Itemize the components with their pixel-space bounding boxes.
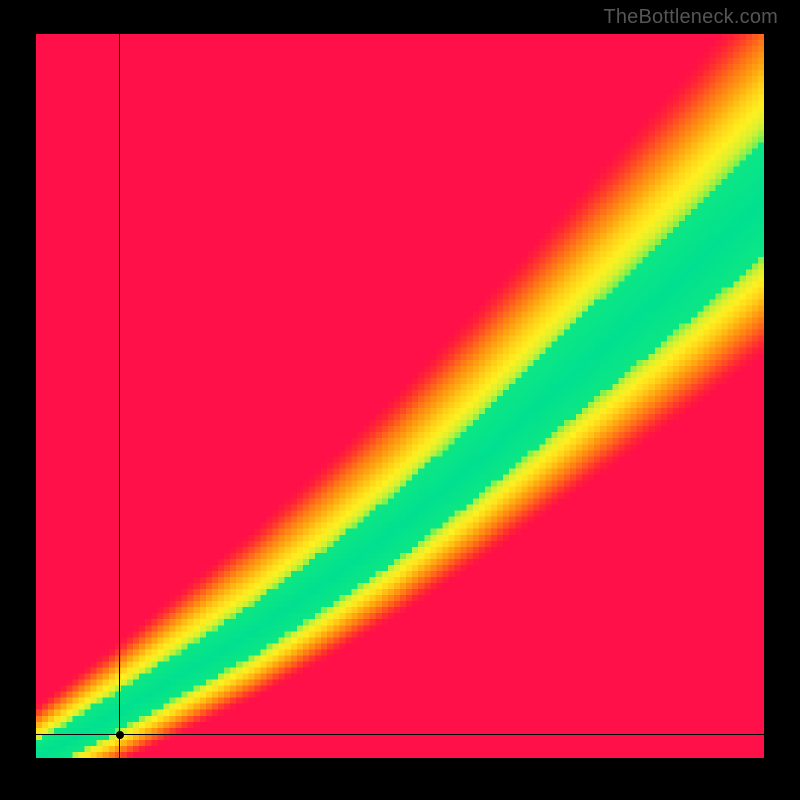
heatmap-plot-area xyxy=(36,34,764,758)
heatmap-canvas xyxy=(36,34,764,758)
watermark-text: TheBottleneck.com xyxy=(603,6,778,29)
